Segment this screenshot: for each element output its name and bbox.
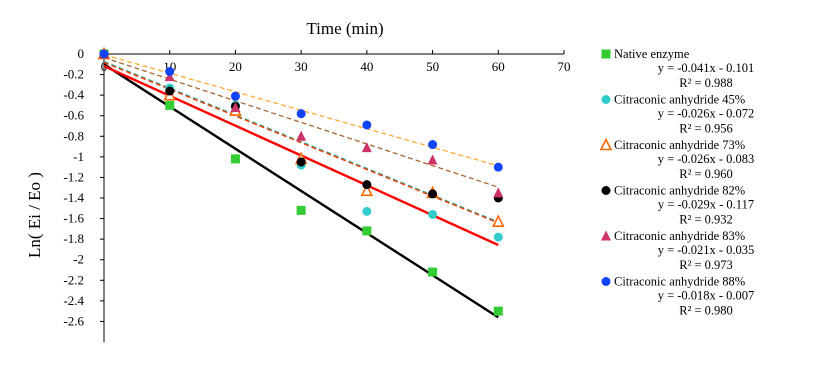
trendline-equation: y = -0.041x - 0.101 (658, 61, 755, 75)
y-tick-label: -0.2 (63, 67, 84, 82)
data-point (362, 226, 372, 236)
data-point (362, 180, 372, 190)
data-point (493, 162, 503, 172)
data-point (493, 232, 503, 242)
trendline (103, 56, 499, 188)
trendline-r-squared: R² = 0.980 (679, 304, 733, 318)
trendline (103, 61, 499, 224)
trendline-r-squared: R² = 0.960 (679, 167, 733, 181)
trendline-equation: y = -0.026x - 0.072 (658, 107, 755, 121)
data-point (296, 157, 306, 167)
data-point (493, 187, 504, 198)
y-tick-label: -1 (73, 149, 84, 164)
legend-marker (601, 230, 611, 241)
data-point (360, 183, 374, 197)
y-tick-label: -1.6 (63, 211, 84, 226)
data-point (428, 267, 438, 277)
trendline (103, 60, 499, 223)
trendline (103, 63, 499, 319)
legend-entry-label: Citraconic anhydride 83% (614, 229, 745, 243)
legend-entry-label: Citraconic anhydride 82% (614, 184, 745, 198)
y-tick-label: -2 (73, 252, 84, 267)
data-point (296, 130, 307, 141)
y-axis-title: Ln( Ei / Eo ) (25, 172, 44, 258)
legend-entry-label: Citraconic anhydride 88% (614, 275, 745, 289)
y-tick-label: -2.6 (63, 313, 84, 328)
legend-marker (601, 95, 611, 104)
x-tick-label: 60 (492, 59, 505, 74)
x-tick-label: 40 (360, 59, 373, 74)
y-tick-label: -0.6 (63, 108, 84, 123)
trendline-equation: y = -0.018x - 0.007 (658, 289, 755, 303)
x-tick-label: 20 (229, 59, 242, 74)
trendline-r-squared: R² = 0.988 (679, 76, 733, 90)
data-point (362, 206, 372, 216)
trendline-r-squared: R² = 0.973 (679, 258, 733, 272)
y-tick-label: -2.2 (63, 272, 84, 287)
y-tick-label: -0.8 (63, 128, 84, 143)
data-point (428, 209, 438, 219)
legend-entry-label: Citraconic anhydride 45% (614, 93, 745, 107)
data-point (296, 205, 306, 215)
legend-entry-label: Native enzyme (614, 47, 690, 61)
data-points (97, 46, 505, 316)
x-axis-title: Time (min) (306, 19, 383, 38)
data-point (493, 306, 503, 316)
trendline-equation: y = -0.029x - 0.117 (658, 198, 754, 212)
x-tick-label: 70 (558, 59, 571, 74)
x-tick-label: 50 (426, 59, 439, 74)
data-point (361, 142, 372, 153)
legend-marker (601, 49, 611, 59)
trendline-r-squared: R² = 0.932 (679, 213, 733, 227)
legend-entry-label: Citraconic anhydride 73% (614, 138, 745, 152)
data-point (428, 140, 438, 150)
y-tick-label: -1.2 (63, 169, 84, 184)
y-tick-label: -1.8 (63, 231, 84, 246)
data-point (99, 49, 109, 59)
y-tick-label: -1.4 (63, 190, 84, 205)
data-point (491, 214, 505, 227)
data-point (230, 91, 240, 101)
data-point (165, 86, 175, 96)
y-tick-label: -2.4 (63, 293, 84, 308)
trendline-equation: y = -0.021x - 0.035 (658, 243, 755, 257)
data-point (165, 66, 175, 76)
y-tick-label: 0 (78, 46, 85, 61)
trendline-equation: y = -0.026x - 0.083 (658, 152, 755, 166)
axes: 0102030405060700-0.2-0.4-0.6-0.8-1-1.2-1… (63, 46, 571, 342)
trendlines (103, 54, 499, 319)
legend-marker (601, 277, 611, 286)
y-tick-label: -0.4 (63, 87, 84, 102)
x-tick-label: 30 (295, 59, 308, 74)
data-point (230, 101, 241, 112)
trendline-r-squared: R² = 0.956 (679, 122, 733, 136)
data-point (427, 154, 438, 165)
legend-marker (599, 137, 613, 151)
legend-marker (601, 186, 611, 195)
data-point (296, 109, 306, 119)
data-point (362, 120, 372, 130)
data-point (164, 71, 175, 82)
data-point (165, 100, 175, 110)
data-point (230, 154, 240, 164)
data-point (428, 189, 438, 199)
